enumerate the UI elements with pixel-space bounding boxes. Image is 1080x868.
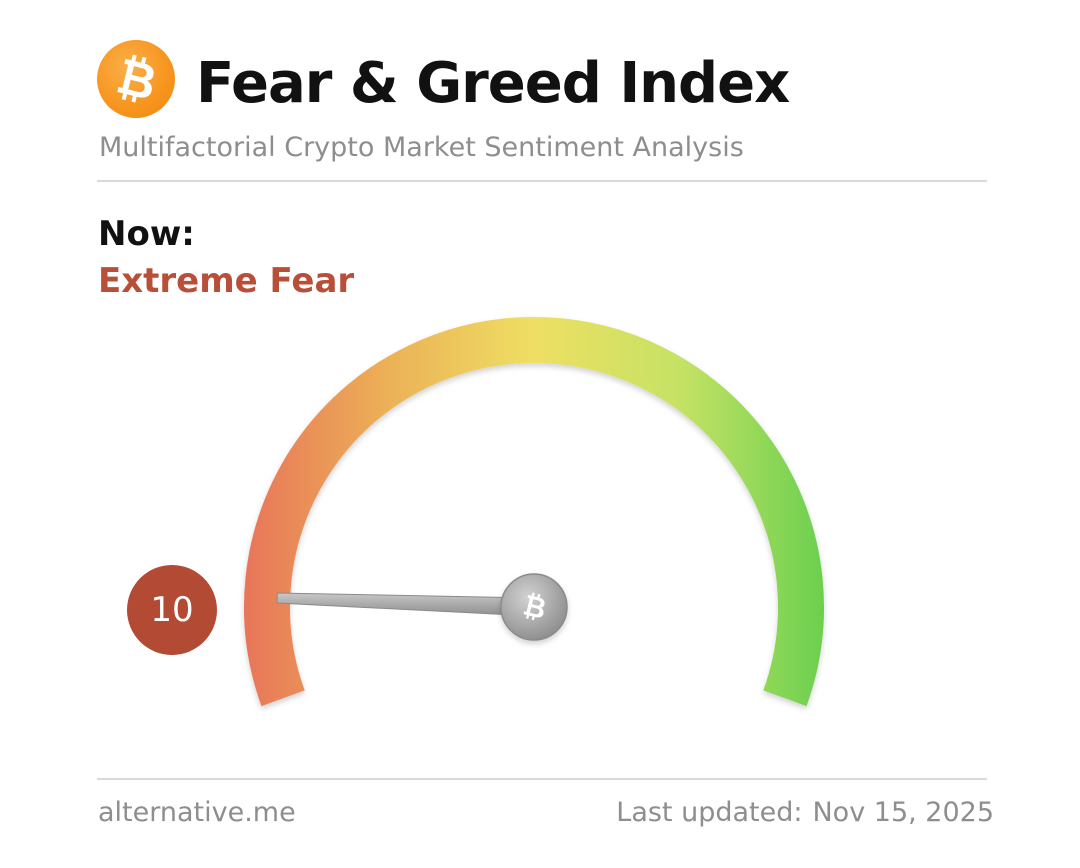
page-subtitle: Multifactorial Crypto Market Sentiment A… [99,132,744,163]
bitcoin-icon [97,40,175,118]
footer-divider [97,778,987,780]
gauge-arc [244,316,824,707]
last-updated-date: Nov 15, 2025 [812,797,994,828]
index-value-badge: 10 [127,565,217,655]
needle-shaft [276,592,535,617]
page-title: Fear & Greed Index [196,51,790,116]
last-updated-label: Last updated: [616,797,803,828]
sentiment-status: Extreme Fear [98,261,355,301]
last-updated: Last updated: Nov 15, 2025 [616,794,994,832]
header-divider [97,180,987,182]
gauge-needle [276,573,568,641]
source-link[interactable]: alternative.me [98,797,296,828]
bitcoin-icon [523,592,545,621]
now-label: Now: [98,214,195,254]
